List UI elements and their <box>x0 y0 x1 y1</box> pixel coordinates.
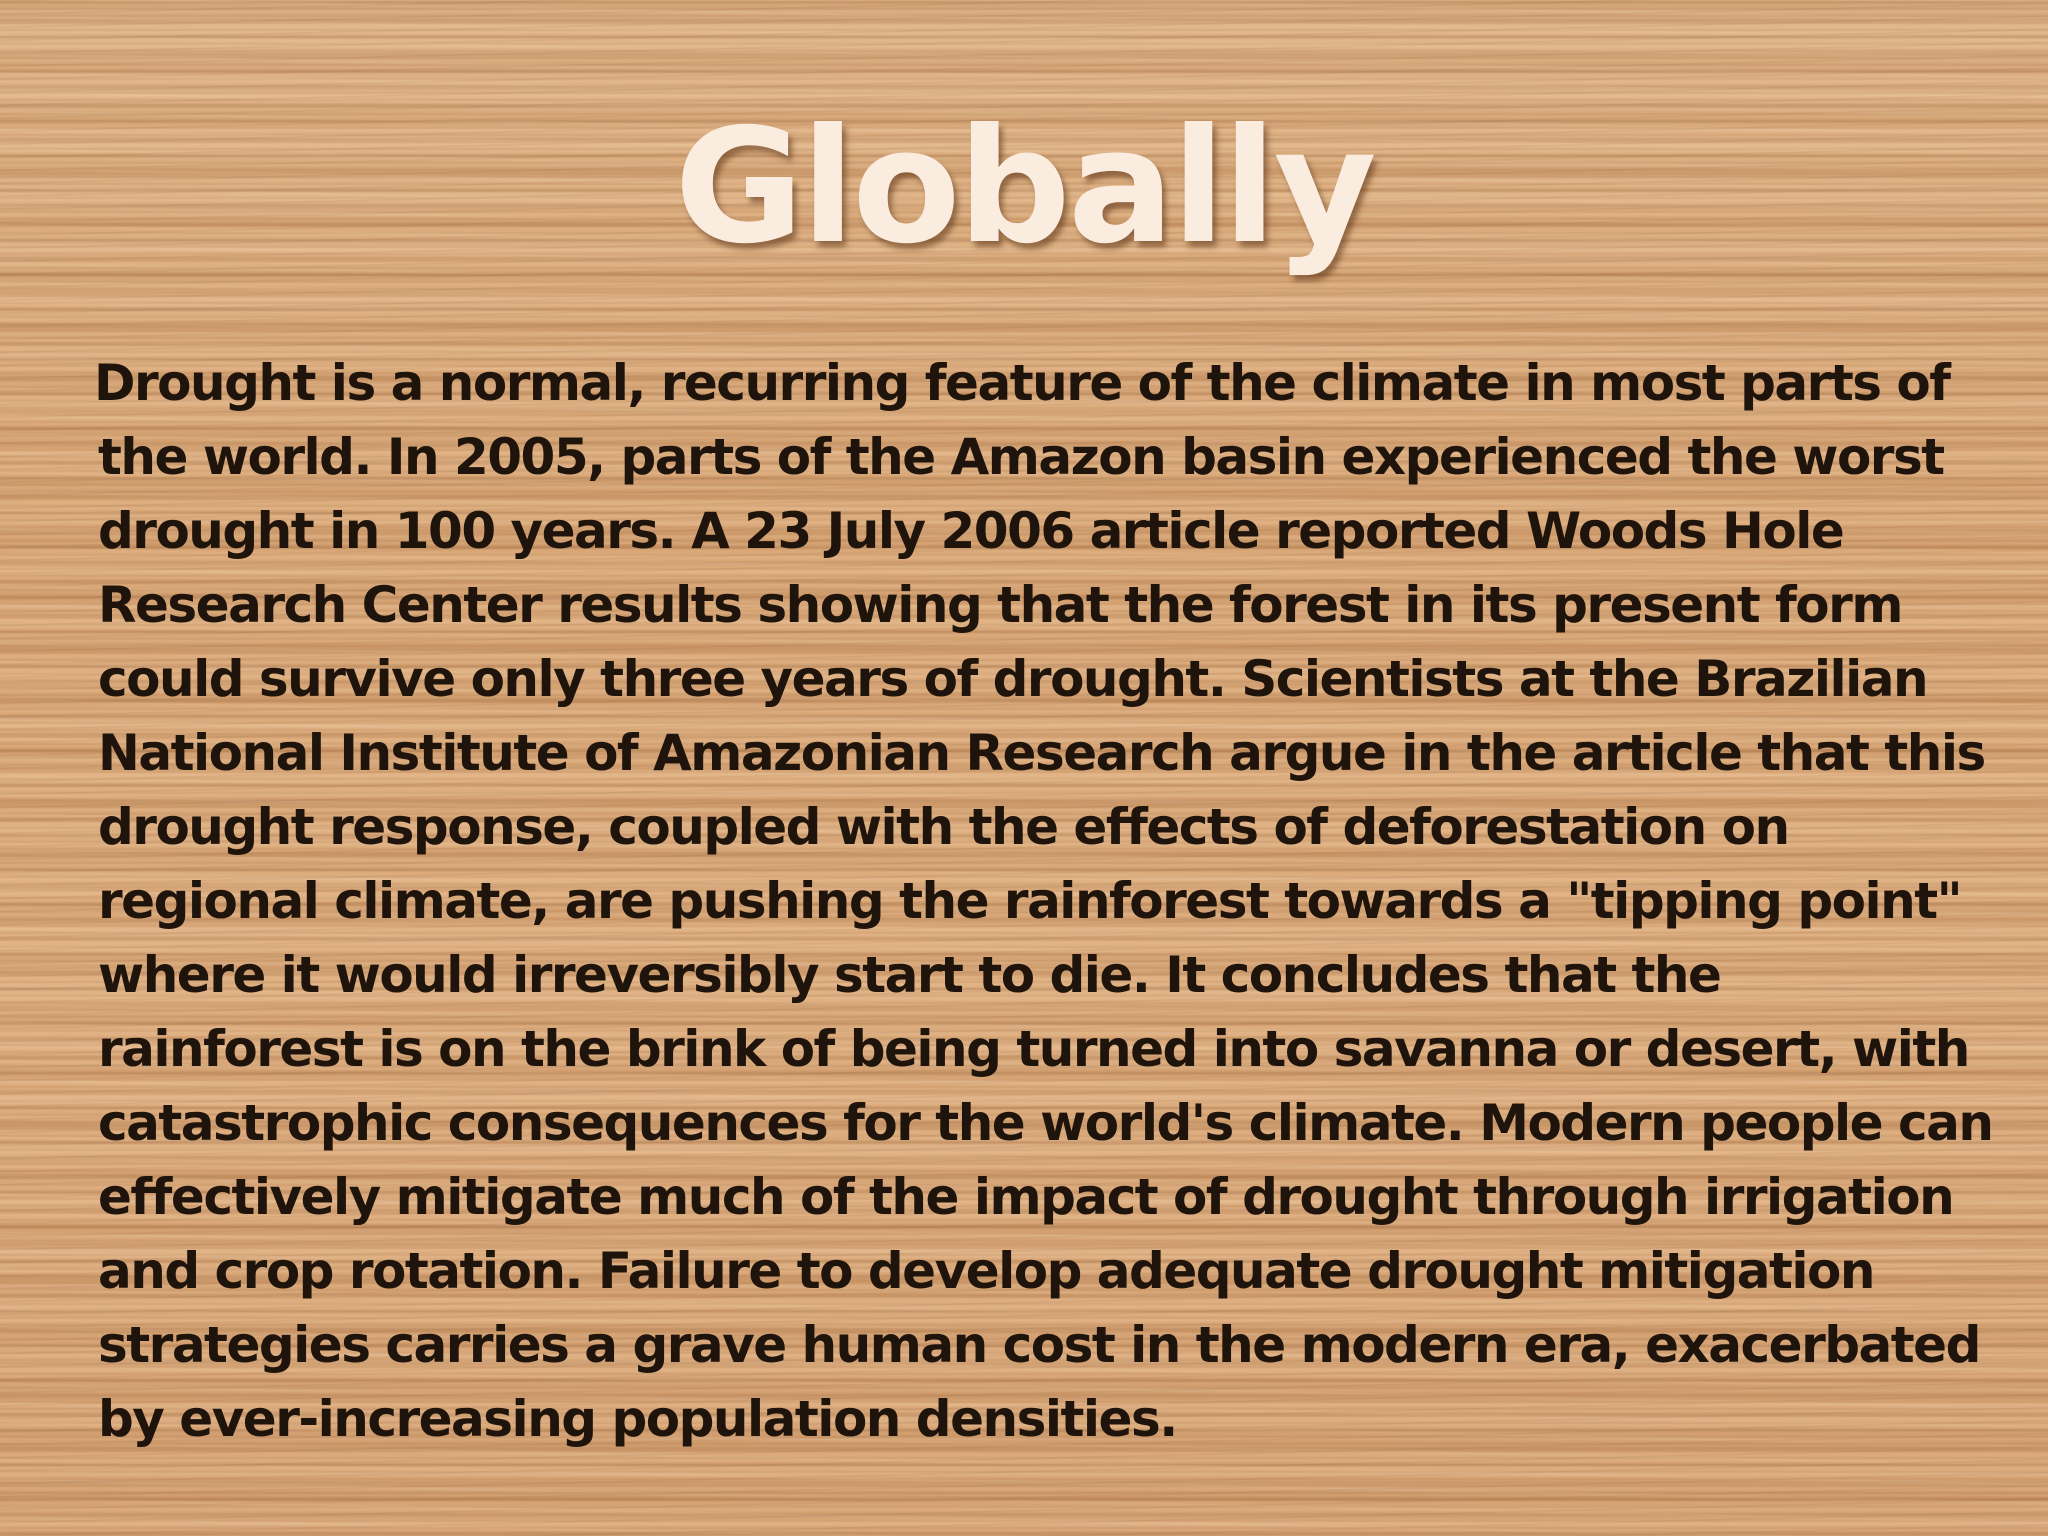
slide-body-text: Drought is a normal, recurring feature o… <box>94 354 1994 1448</box>
slide-title: Globally <box>674 95 1376 279</box>
